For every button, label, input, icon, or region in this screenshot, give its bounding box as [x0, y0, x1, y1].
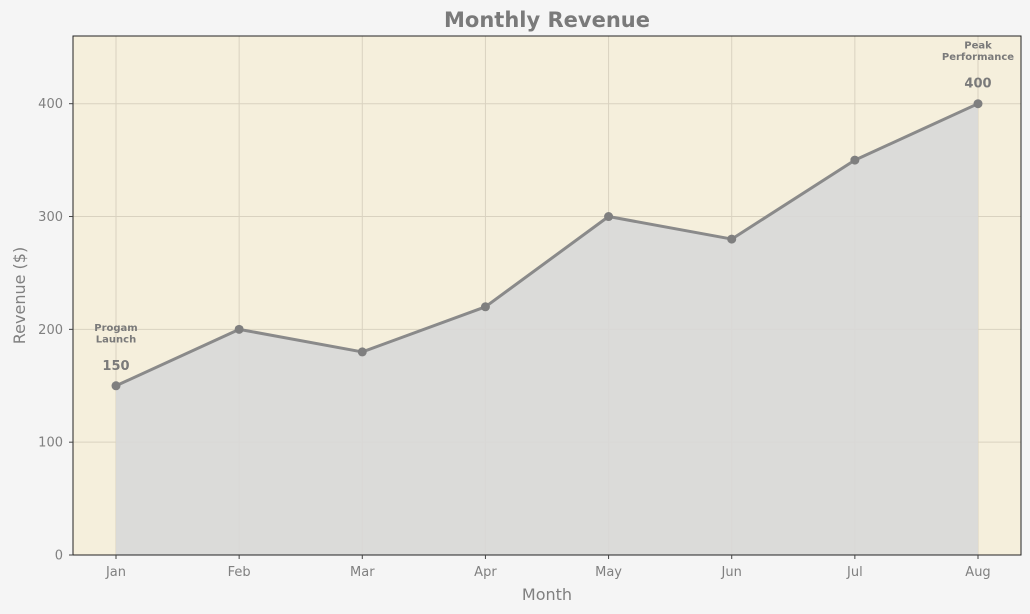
data-label: 400	[964, 77, 991, 92]
y-axis-label: Revenue ($)	[10, 247, 29, 344]
data-label: 150	[102, 359, 129, 374]
annotation-text: Performance	[942, 52, 1014, 63]
data-point	[234, 324, 244, 334]
x-tick-label: Feb	[228, 565, 251, 580]
series-line	[115, 102, 979, 388]
y-tick-label: 0	[55, 549, 63, 564]
data-point	[850, 155, 860, 165]
data-point	[480, 302, 490, 312]
x-tick-label: Apr	[474, 565, 497, 580]
data-point	[973, 99, 983, 109]
y-tick-label: 400	[38, 97, 63, 112]
x-tick-label: Jun	[721, 565, 742, 580]
x-tick-label: Jul	[846, 565, 863, 580]
y-tick-label: 100	[38, 436, 63, 451]
y-tick-label: 300	[38, 210, 63, 225]
x-tick-label: Jan	[105, 565, 126, 580]
data-point	[357, 347, 367, 357]
x-tick-label: Aug	[965, 565, 990, 580]
area-fill	[116, 103, 978, 556]
y-tick-label: 200	[38, 323, 63, 338]
data-point	[111, 381, 121, 391]
annotation-text: Progam	[94, 323, 137, 334]
data-point	[604, 212, 614, 222]
data-point	[727, 234, 737, 244]
x-tick-label: May	[595, 565, 622, 580]
chart-title: Monthly Revenue	[444, 8, 650, 32]
plot-frame	[72, 35, 1022, 556]
x-tick-label: Mar	[350, 565, 375, 580]
markers	[111, 99, 983, 391]
annotation-text: Launch	[96, 334, 136, 345]
ticks: Jan Feb Mar Apr May Jun Jul Aug 0 100 200 300 400	[38, 97, 991, 580]
annotation-text: Peak	[964, 41, 992, 52]
x-axis-label: Month	[522, 585, 572, 604]
